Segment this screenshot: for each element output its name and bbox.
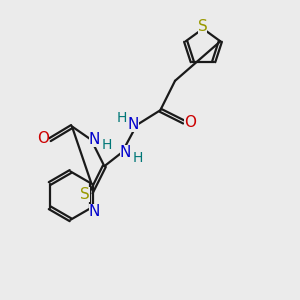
Text: N: N [89, 204, 100, 219]
Text: N: N [120, 146, 131, 160]
Text: N: N [89, 132, 100, 147]
Text: S: S [80, 187, 89, 202]
Text: H: H [116, 112, 127, 125]
Text: O: O [38, 131, 50, 146]
Text: N: N [128, 117, 139, 132]
Text: H: H [101, 138, 112, 152]
Text: H: H [132, 151, 142, 165]
Text: S: S [197, 19, 207, 34]
Text: O: O [184, 115, 196, 130]
